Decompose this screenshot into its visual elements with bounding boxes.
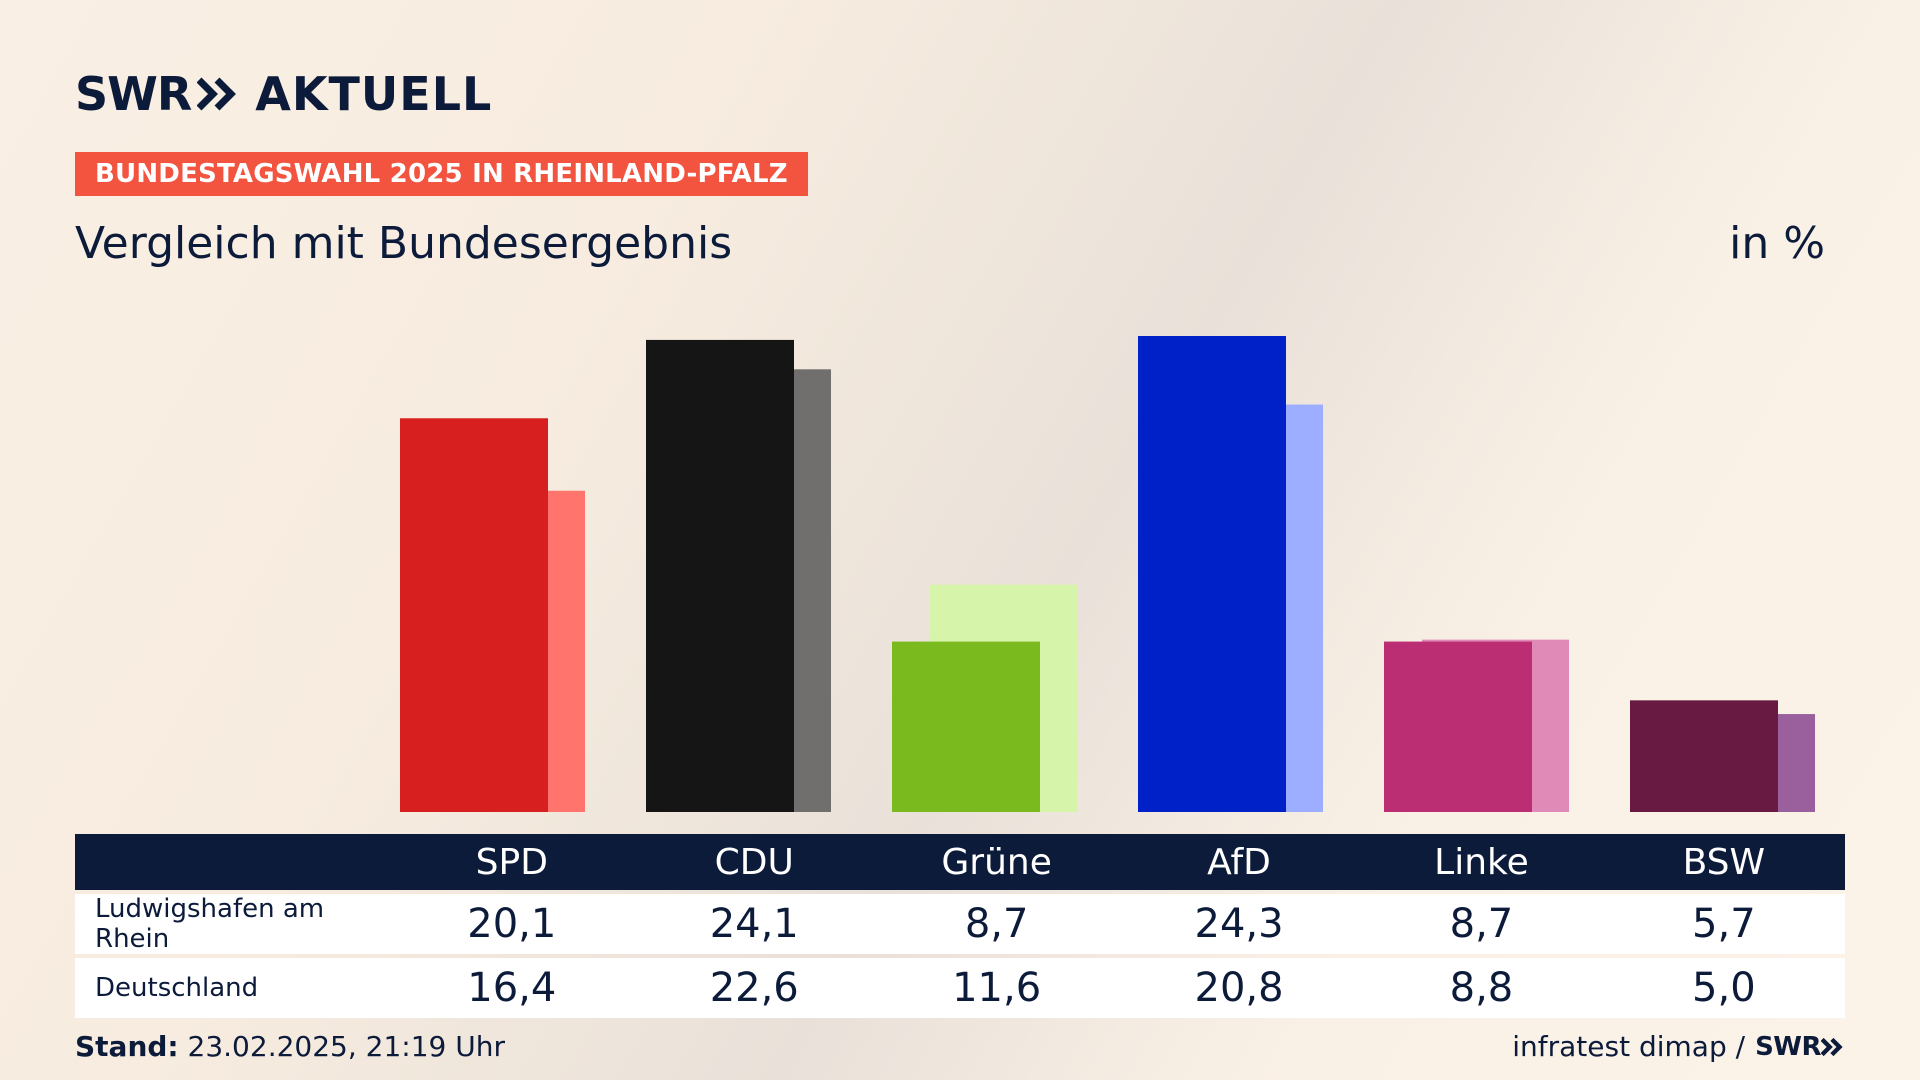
header-party-bsw: BSW	[1682, 841, 1766, 883]
double-chevron-icon	[197, 77, 237, 111]
bar-ludwigshafen-cdu	[646, 339, 794, 812]
value-ludwigshafen-gruene: 8,7	[964, 901, 1029, 947]
value-deutschland-bsw: 5,0	[1692, 965, 1756, 1011]
value-ludwigshafen-bsw: 5,7	[1692, 901, 1756, 947]
stand-value: 23.02.2025, 21:19 Uhr	[187, 1030, 505, 1063]
value-ludwigshafen-linke: 8,7	[1449, 901, 1514, 947]
value-deutschland-linke: 8,8	[1449, 965, 1514, 1011]
chart-subtitle: Vergleich mit Bundesergebnis	[75, 218, 733, 269]
swr-aktuell-logo: SWR AKTUELL	[75, 67, 492, 121]
bar-chart	[400, 336, 1815, 812]
value-deutschland-afd: 20,8	[1194, 965, 1284, 1011]
value-ludwigshafen-afd: 24,3	[1194, 901, 1284, 947]
timestamp: Stand: 23.02.2025, 21:19 Uhr	[75, 1030, 505, 1063]
bar-ludwigshafen-bsw	[1630, 700, 1778, 812]
swr-wordmark: SWR	[75, 67, 192, 121]
value-ludwigshafen-spd: 20,1	[467, 901, 557, 947]
bar-ludwigshafen-gruene	[892, 641, 1040, 812]
bar-ludwigshafen-linke	[1384, 641, 1532, 812]
header-party-cdu: CDU	[714, 841, 794, 883]
small-double-chevron-icon	[1821, 1037, 1843, 1056]
table-row-ludwigshafen: Ludwigshafen am Rhein 20,1 24,1 8,7 24,3…	[75, 894, 1845, 954]
value-deutschland-gruene: 11,6	[952, 965, 1042, 1011]
header-party-linke: Linke	[1434, 841, 1529, 883]
table-row-deutschland: Deutschland 16,4 22,6 11,6 20,8 8,8 5,0	[75, 958, 1845, 1018]
row-label-deutschland: Deutschland	[95, 973, 259, 1003]
bar-ludwigshafen-spd	[400, 418, 548, 812]
source-text: infratest dimap /	[1512, 1030, 1746, 1063]
bar-ludwigshafen-afd	[1138, 336, 1286, 812]
results-table: SPD CDU Grüne AfD Linke BSW Ludwigshafen…	[75, 834, 1845, 1018]
unit-label: in %	[1729, 218, 1825, 269]
table-header: SPD CDU Grüne AfD Linke BSW	[75, 834, 1845, 890]
row-label-ludwigshafen: Ludwigshafen am Rhein	[95, 894, 325, 954]
stand-label: Stand:	[75, 1030, 179, 1063]
aktuell-wordmark: AKTUELL	[255, 67, 493, 121]
swr-small-wordmark: SWR	[1755, 1031, 1821, 1062]
election-banner: BUNDESTAGSWAHL 2025 IN RHEINLAND-PFALZ	[75, 152, 808, 196]
value-deutschland-cdu: 22,6	[709, 965, 799, 1011]
header-party-afd: AfD	[1207, 841, 1271, 883]
header-party-spd: SPD	[475, 841, 548, 883]
value-deutschland-spd: 16,4	[467, 965, 557, 1011]
value-ludwigshafen-cdu: 24,1	[709, 901, 799, 947]
source-credit: infratest dimap / SWR	[1512, 1030, 1845, 1063]
header-party-gruene: Grüne	[941, 841, 1052, 883]
